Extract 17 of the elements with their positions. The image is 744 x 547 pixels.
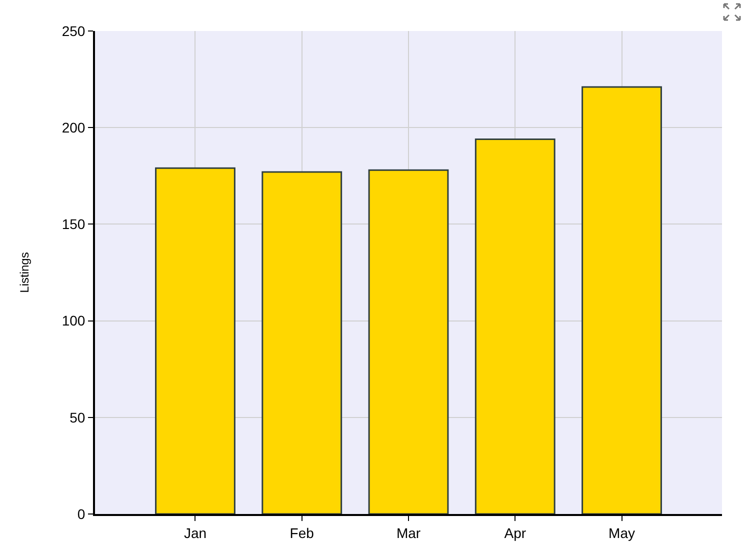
y-tick-label: 150 [62, 216, 86, 232]
y-tick-label: 0 [77, 506, 86, 522]
bar [582, 86, 662, 514]
bar [474, 138, 556, 514]
y-tick-label: 100 [62, 312, 86, 329]
x-tick-label: May [608, 524, 635, 541]
x-tick-label: Mar [396, 524, 421, 541]
x-tick-label: Apr [504, 524, 526, 541]
x-tick-label: Feb [290, 524, 314, 541]
y-tick-label: 200 [62, 120, 86, 136]
bar [368, 169, 449, 514]
y-tick-label: 250 [62, 22, 86, 39]
bar [262, 171, 342, 514]
y-tick-label: 50 [70, 409, 86, 426]
y-axis-title: Listings [18, 252, 32, 293]
x-tick-label: Jan [184, 524, 207, 541]
bar [155, 167, 236, 514]
